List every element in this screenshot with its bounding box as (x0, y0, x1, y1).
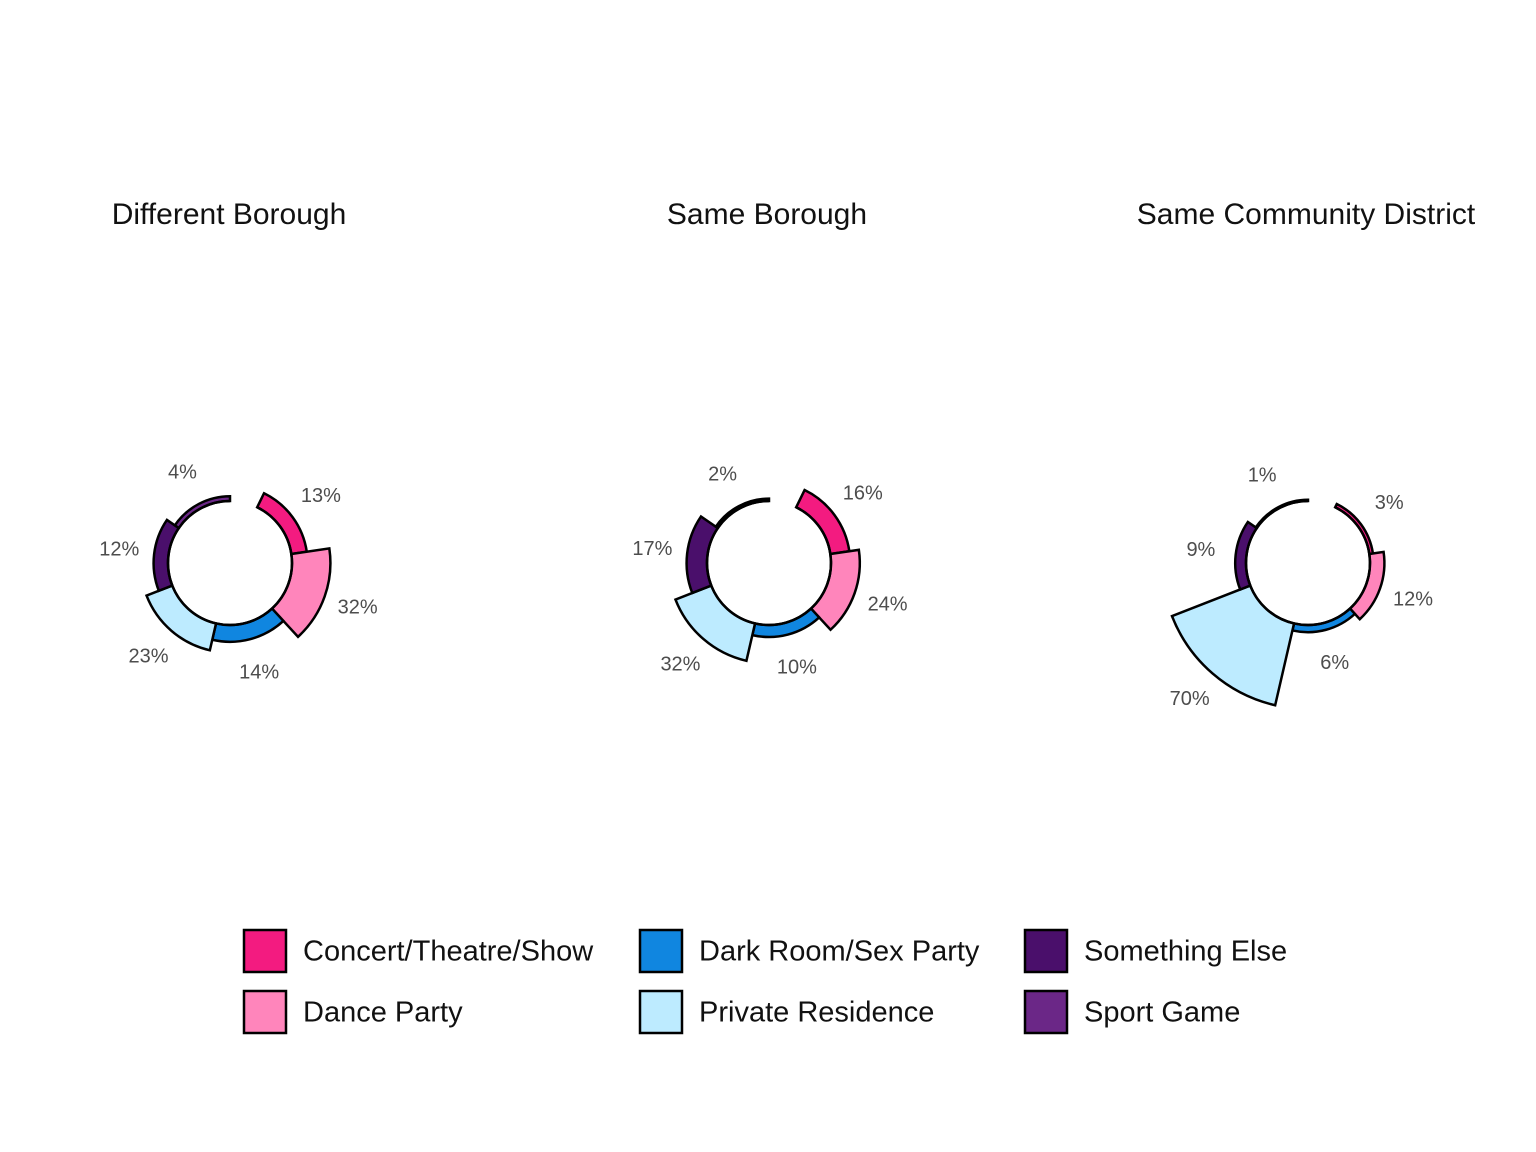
legend-label: Sport Game (1084, 997, 1240, 1029)
legend-label: Dark Room/Sex Party (699, 936, 980, 968)
panel-title: Different Borough (112, 198, 347, 231)
legend-swatch (1023, 989, 1069, 1035)
legend: Concert/Theatre/Show Dark Room/Sex Party S… (242, 928, 1287, 1035)
data-label: 16% (843, 483, 883, 505)
data-label: 12% (1393, 588, 1433, 610)
bar-something-else (152, 518, 181, 593)
data-label: 70% (1170, 688, 1210, 710)
legend-item: Private Residence (638, 989, 934, 1035)
legend-item: Dance Party (242, 989, 463, 1035)
inner-ring (1244, 499, 1372, 627)
legend-swatch (638, 928, 684, 974)
legend-label: Something Else (1084, 936, 1287, 968)
legend-item: Something Else (1023, 928, 1287, 974)
legend-swatch (1023, 928, 1069, 974)
data-label: 2% (708, 463, 737, 485)
bar-private-residence (673, 583, 757, 663)
panel-title: Same Borough (667, 198, 867, 231)
legend-swatch (242, 928, 288, 974)
bar-sport-game (714, 497, 771, 530)
legend-label: Dance Party (303, 997, 463, 1029)
data-label: 12% (99, 539, 139, 561)
bar-sport-game (1254, 498, 1310, 530)
legend-item: Sport Game (1023, 989, 1240, 1035)
legend-label: Concert/Theatre/Show (303, 936, 594, 968)
data-label: 9% (1186, 539, 1215, 561)
legend-swatch (638, 989, 684, 1035)
data-label: 24% (868, 593, 908, 615)
data-label: 4% (168, 461, 197, 483)
data-label: 10% (777, 657, 817, 679)
legend-item: Concert/Theatre/Show (242, 928, 594, 974)
bar-something-else (685, 514, 720, 595)
panel-0: Different Borough 13% 32% 14% 23% 12% 4% (99, 198, 378, 683)
bar-private-residence (144, 583, 218, 652)
data-label: 23% (129, 646, 169, 668)
data-label: 1% (1248, 464, 1277, 486)
data-label: 17% (632, 538, 672, 560)
legend-swatch (242, 989, 288, 1035)
data-label: 32% (338, 596, 378, 618)
inner-ring (166, 499, 294, 627)
inner-ring (705, 499, 833, 627)
bar-concert-theatre-show (794, 488, 851, 556)
bar-dance-party (1348, 550, 1386, 621)
legend-label: Private Residence (699, 997, 934, 1029)
panel-1: Same Borough 16% 24% 10% 32% 17% 2% (632, 198, 907, 679)
data-label: 14% (239, 661, 279, 683)
data-label: 32% (660, 654, 700, 676)
bar-concert-theatre-show (255, 491, 309, 556)
data-label: 13% (301, 485, 341, 507)
data-label: 3% (1375, 492, 1404, 514)
panel-2: Same Community District 3% 12% 6% 70% 9% 1% (1137, 198, 1476, 710)
data-label: 6% (1320, 652, 1349, 674)
legend-item: Dark Room/Sex Party (638, 928, 980, 974)
panel-title: Same Community District (1137, 198, 1476, 231)
